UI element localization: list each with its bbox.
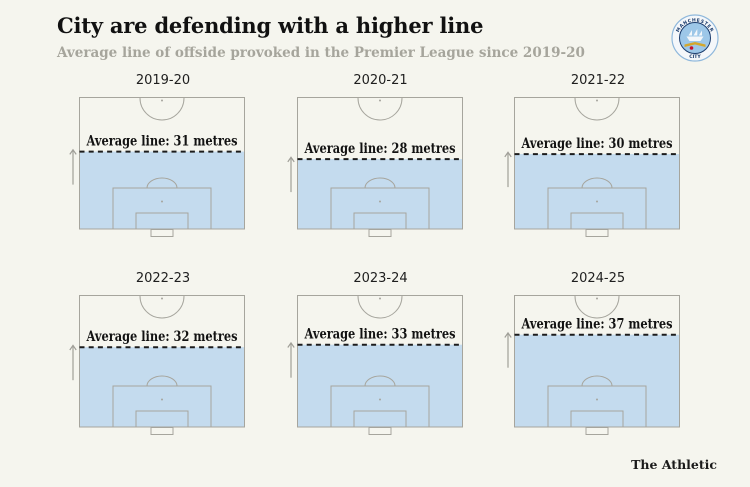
header: City are defending with a higher line Av… [57,13,585,61]
pitch-grid: 2019-20 Average line: 31 metres 2020-21 Ave… [67,73,682,441]
page-subtitle: Average line of offside provoked in the … [57,45,585,61]
penalty-spot [596,200,598,203]
center-spot [596,99,598,102]
penalty-spot [161,200,163,203]
halfway-center-circle [574,97,620,121]
center-spot [161,297,163,300]
badge-bottom-text: CITY [689,54,701,60]
direction-arrow-icon [286,341,295,378]
halfway-center-circle [357,97,402,121]
average-line-label: Average line: 32 metres [86,329,238,345]
pitch-panel: 2019-20 Average line: 31 metres [67,73,247,243]
penalty-spot [161,398,163,401]
pitch-diagram: Average line: 37 metres [504,295,680,435]
penalty-spot [596,398,598,401]
halfway-center-circle [139,295,185,319]
goal [368,427,391,435]
pitch-diagram: Average line: 33 metres [286,295,463,435]
pitch-panel: 2023-24 Average line: 33 metres [285,271,465,441]
goal [368,229,391,237]
average-line-label: Average line: 31 metres [86,134,238,150]
penalty-spot [378,200,381,203]
center-spot [378,297,381,300]
goal [585,229,609,237]
penalty-arc [581,177,613,189]
average-line-label: Average line: 30 metres [521,136,673,152]
penalty-spot [378,398,381,401]
center-spot [596,297,598,300]
direction-arrow-icon [69,344,77,381]
pitch-panel: 2020-21 Average line: 28 metres [285,73,465,243]
penalty-arc [581,375,613,387]
direction-arrow-icon [504,331,512,368]
offside-zone-fill [79,347,245,427]
penalty-arc [146,375,178,387]
season-label: 2019-20 [135,73,191,88]
offside-zone-fill [514,154,680,229]
pitch-diagram: Average line: 30 metres [504,97,680,237]
season-label: 2020-21 [353,73,408,88]
season-label: 2024-25 [570,271,626,286]
halfway-center-circle [139,97,185,121]
pitch-diagram: Average line: 32 metres [69,295,245,435]
offside-zone-fill [514,334,680,427]
halfway-center-circle [574,295,620,319]
average-line-label: Average line: 28 metres [303,141,455,157]
manchester-city-crest-icon: MANCHESTER CITY [671,14,719,62]
average-line-label: Average line: 37 metres [521,317,673,333]
center-spot [161,99,163,102]
direction-arrow-icon [504,151,512,188]
center-spot [378,99,381,102]
penalty-arc [146,177,178,189]
pitch-diagram: Average line: 28 metres [286,97,463,237]
halfway-center-circle [357,295,402,319]
footer-brand: The Athletic [631,457,717,472]
season-label: 2023-24 [353,271,408,286]
offside-zone-fill [79,151,245,229]
direction-arrow-icon [286,156,295,193]
pitch-diagram: Average line: 31 metres [69,97,245,237]
badge-red-rose [689,46,694,50]
season-label: 2022-23 [135,271,191,286]
penalty-arc [364,177,395,189]
average-line-label: Average line: 33 metres [303,327,455,343]
page-title: City are defending with a higher line [57,13,484,38]
badge-gold-band [684,42,706,47]
season-label: 2021-22 [570,73,626,88]
pitch-panel: 2024-25 Average line: 37 metres [502,271,682,441]
penalty-arc [364,375,395,387]
offside-zone-fill [297,159,462,229]
goal [150,427,174,435]
direction-arrow-icon [69,148,77,185]
pitch-panel: 2022-23 Average line: 32 metres [67,271,247,441]
goal [585,427,609,435]
badge-ship [686,29,704,41]
pitch-panel: 2021-22 Average line: 30 metres [502,73,682,243]
goal [150,229,174,237]
